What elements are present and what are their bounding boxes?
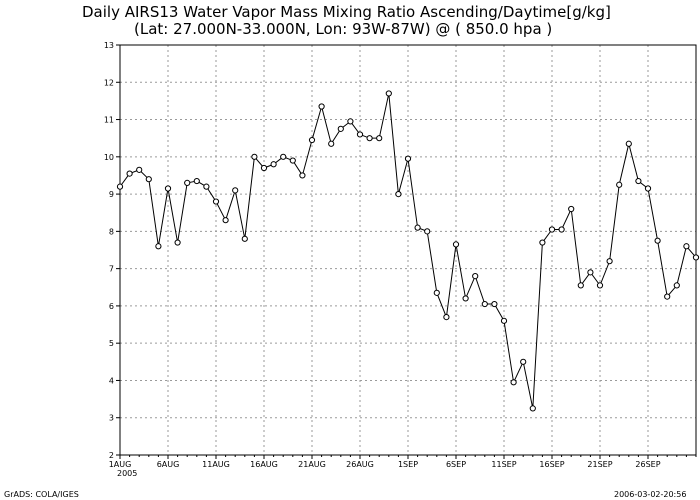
x-year-label: 2005	[117, 469, 137, 478]
data-point	[644, 185, 652, 192]
data-point	[548, 226, 556, 233]
data-point	[500, 317, 508, 324]
y-tick-label: 2	[109, 451, 114, 460]
data-point	[385, 90, 392, 97]
data-point	[251, 153, 258, 160]
x-tick-label: 21AUG	[298, 460, 326, 469]
data-point	[270, 161, 277, 168]
data-point	[692, 254, 700, 261]
data-point	[616, 181, 623, 188]
chart-subtitle: (Lat: 27.000N-33.000N, Lon: 93W-87W) @ (…	[134, 20, 552, 38]
data-point	[587, 269, 594, 276]
data-point	[347, 118, 354, 125]
y-tick-label: 11	[104, 116, 114, 125]
data-point	[654, 237, 661, 244]
y-tick-label: 6	[109, 302, 114, 311]
x-tick-label: 11SEP	[491, 460, 516, 469]
data-point	[558, 226, 565, 233]
data-point	[452, 241, 460, 248]
data-point	[539, 239, 546, 246]
data-point	[596, 282, 604, 289]
data-point	[155, 243, 162, 250]
data-point	[241, 235, 248, 242]
data-point	[174, 239, 181, 246]
series-0	[116, 90, 700, 412]
y-tick-label: 10	[104, 153, 114, 162]
y-tick-label: 9	[109, 190, 114, 199]
data-point	[491, 300, 498, 308]
data-point	[212, 198, 220, 205]
data-point	[299, 172, 306, 179]
data-point	[145, 176, 152, 183]
data-point	[577, 282, 584, 289]
data-point	[337, 125, 344, 132]
data-point	[472, 272, 479, 280]
data-point	[462, 295, 469, 302]
y-tick-label: 3	[109, 414, 114, 423]
x-tick-label: 16SEP	[539, 460, 564, 469]
data-point	[164, 185, 172, 192]
data-point	[222, 217, 229, 224]
footer-right: 2006-03-02-20:56	[614, 490, 686, 499]
data-point	[606, 258, 613, 265]
chart-title: Daily AIRS13 Water Vapor Mass Mixing Rat…	[82, 3, 611, 21]
data-point	[308, 136, 316, 144]
data-point	[433, 289, 440, 296]
data-point	[136, 166, 143, 173]
data-point	[318, 103, 325, 110]
data-point	[232, 187, 239, 194]
data-point	[510, 379, 517, 386]
x-tick-label: 1AUG	[109, 460, 132, 469]
data-point	[443, 313, 450, 321]
data-point	[260, 164, 268, 172]
footer-left: GrADS: COLA/IGES	[4, 490, 79, 499]
data-point	[193, 177, 200, 185]
y-tick-label: 5	[109, 339, 114, 348]
data-point	[126, 170, 133, 177]
data-point	[203, 183, 210, 190]
data-point	[683, 243, 690, 250]
y-tick-label: 8	[109, 227, 114, 236]
data-point	[635, 177, 642, 185]
data-point	[673, 282, 680, 289]
y-tick-label: 4	[109, 376, 114, 385]
data-point	[424, 228, 431, 235]
x-tick-label: 26AUG	[346, 460, 374, 469]
y-axis-ticks: 2 3 4 5 6 7 8 9 10 11 12 13	[104, 41, 120, 460]
data-point	[529, 405, 536, 412]
x-tick-label: 1SEP	[398, 460, 418, 469]
data-point	[625, 140, 632, 147]
data-point	[395, 190, 402, 198]
x-tick-label: 16AUG	[250, 460, 278, 469]
data-point	[376, 135, 383, 142]
data-point	[366, 135, 373, 142]
data-point	[481, 300, 488, 308]
y-tick-label: 7	[109, 265, 114, 274]
data-point	[184, 179, 191, 187]
data-point	[404, 155, 412, 162]
x-tick-label: 6SEP	[446, 460, 466, 469]
y-tick-label: 12	[104, 78, 114, 87]
data-point	[664, 293, 671, 300]
grid-lines	[120, 45, 696, 455]
x-tick-label: 21SEP	[587, 460, 612, 469]
data-point	[356, 131, 364, 138]
x-tick-label: 26SEP	[635, 460, 660, 469]
x-axis-ticks: 1AUG 6AUG 11AUG 16AUG 21AUG 26AUG 1SEP 6SEP 11SE…	[109, 455, 697, 469]
data-point	[520, 358, 527, 365]
data-point	[414, 224, 421, 231]
x-tick-label: 6AUG	[157, 460, 180, 469]
data-point	[116, 183, 124, 190]
plot-frame	[119, 44, 697, 456]
data-point	[289, 157, 296, 164]
y-tick-label: 13	[104, 41, 114, 50]
data-point	[328, 140, 335, 147]
data-point	[280, 153, 287, 160]
x-tick-label: 11AUG	[202, 460, 230, 469]
data-point	[568, 205, 575, 213]
